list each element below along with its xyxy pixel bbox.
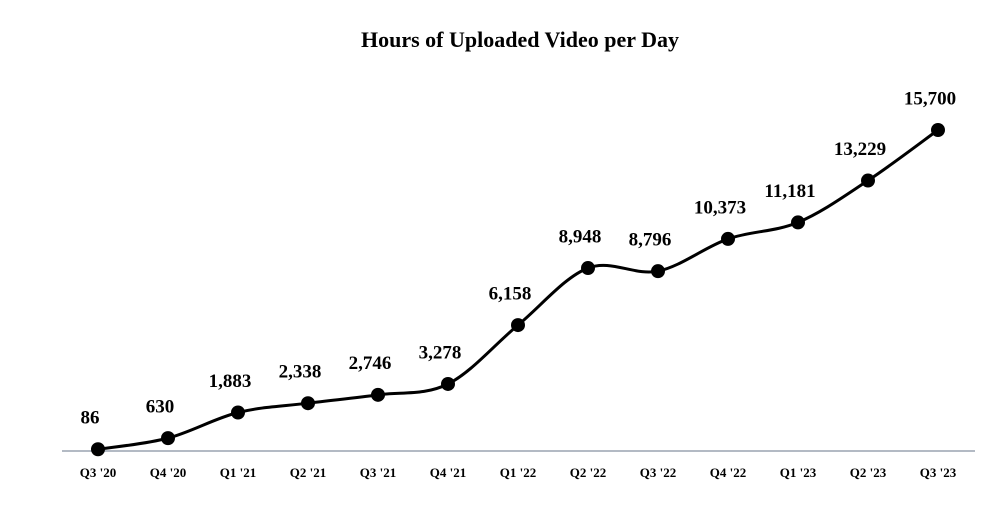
data-label: 2,746	[349, 353, 392, 374]
x-tick-label: Q2 '21	[290, 465, 326, 480]
point	[721, 231, 735, 246]
x-tick-label: Q1 '23	[780, 465, 817, 480]
x-tick-label: Q4 '21	[430, 465, 466, 480]
data-label: 15,700	[904, 88, 956, 109]
x-tick-label: Q4 '20	[150, 465, 186, 480]
x-tick-label: Q3 '23	[920, 465, 957, 480]
data-label: 2,338	[279, 362, 322, 383]
point	[371, 387, 385, 402]
point	[931, 123, 945, 137]
x-tick-label: Q1 '21	[220, 465, 256, 480]
point	[161, 431, 175, 446]
point	[441, 376, 455, 391]
x-tick-label: Q2 '22	[570, 465, 606, 480]
point	[581, 261, 595, 276]
point	[231, 405, 245, 420]
x-tick-label: Q3 '22	[640, 465, 676, 480]
x-tick-label: Q3 '21	[360, 465, 396, 480]
data-label: 1,883	[209, 371, 252, 392]
point	[91, 442, 105, 457]
x-tick-label: Q2 '23	[850, 465, 887, 480]
chart-title: Hours of Uploaded Video per Day	[361, 27, 679, 52]
point	[861, 173, 875, 188]
x-tick-label: Q1 '22	[500, 465, 536, 480]
data-label: 8,796	[629, 230, 672, 251]
point	[651, 264, 665, 279]
point	[791, 215, 805, 230]
data-label: 630	[146, 396, 175, 417]
data-label: 6,158	[489, 283, 532, 304]
data-label: 8,948	[559, 226, 602, 247]
x-tick-label: Q3 '20	[80, 465, 116, 480]
data-label: 86	[81, 408, 100, 429]
data-label: 13,229	[834, 139, 886, 160]
point	[511, 318, 525, 333]
point	[301, 396, 315, 411]
data-label: 10,373	[694, 197, 746, 218]
data-label: 11,181	[764, 181, 815, 202]
x-tick-label: Q4 '22	[710, 465, 746, 480]
data-label: 3,278	[419, 342, 462, 363]
